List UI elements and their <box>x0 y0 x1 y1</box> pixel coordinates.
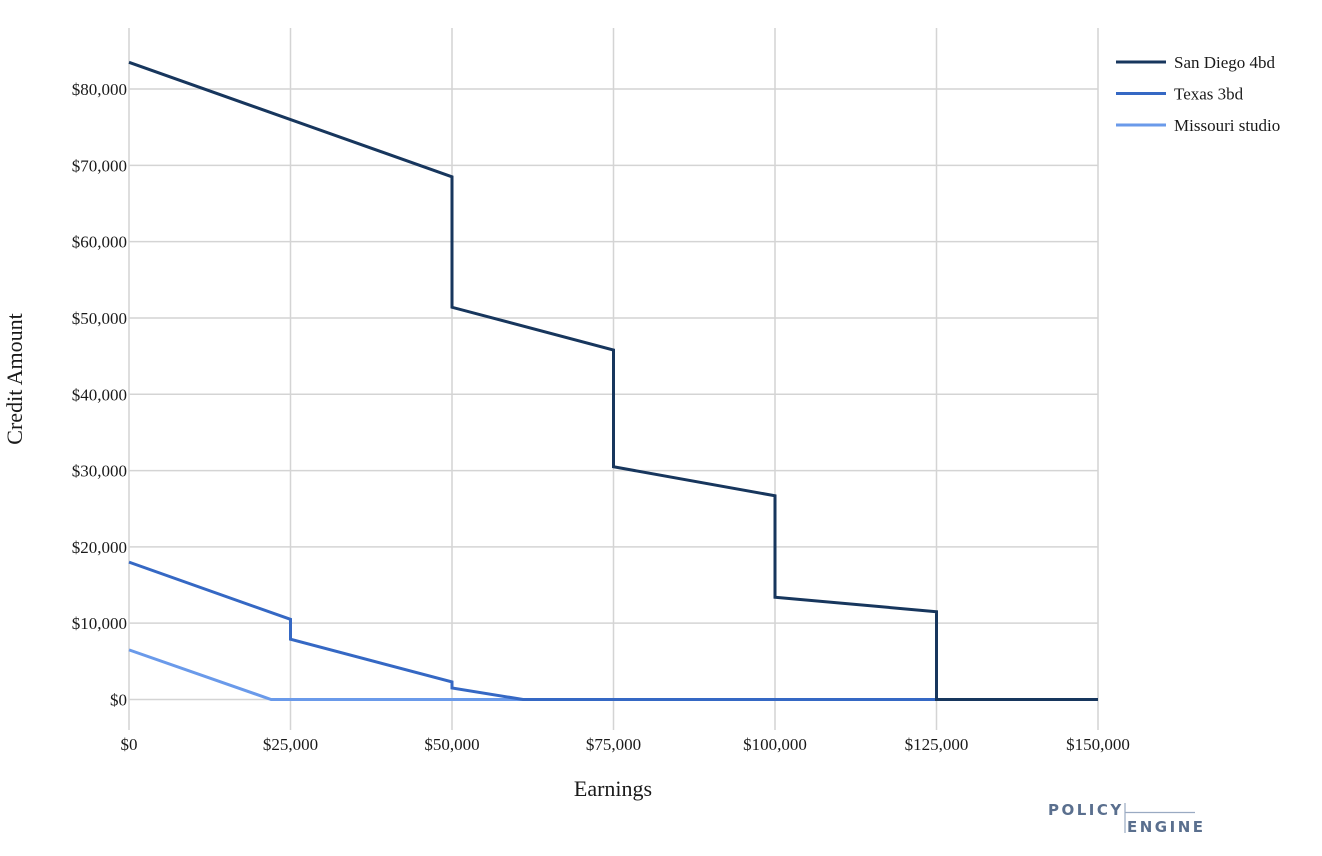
x-tick-label: $150,000 <box>1066 735 1130 754</box>
y-tick-label: $40,000 <box>72 385 127 404</box>
x-tick-label: $75,000 <box>586 735 641 754</box>
y-tick-label: $10,000 <box>72 614 127 633</box>
y-tick-label: $20,000 <box>72 538 127 557</box>
y-tick-label: $50,000 <box>72 309 127 328</box>
grid <box>128 28 1099 730</box>
legend-label-san-diego-4bd: San Diego 4bd <box>1174 53 1276 72</box>
series-line-san-diego-4bd <box>128 60 1098 701</box>
series-lines <box>128 60 1098 701</box>
series-line-texas-3bd <box>128 560 1098 701</box>
x-axis-ticks: $0 $25,000 $50,000 $75,000 $100,000 $125,000 $… <box>121 735 1130 754</box>
x-tick-label: $125,000 <box>905 735 969 754</box>
y-tick-label: $0 <box>110 690 127 709</box>
x-axis-title: Earnings <box>574 776 652 801</box>
x-tick-label: $25,000 <box>263 735 318 754</box>
x-tick-label: $0 <box>121 735 138 754</box>
legend-label-missouri-studio: Missouri studio <box>1174 116 1280 135</box>
y-tick-label: $80,000 <box>72 80 127 99</box>
x-tick-label: $100,000 <box>743 735 807 754</box>
legend: San Diego 4bd Texas 3bd Missouri studio <box>1116 53 1280 135</box>
y-tick-label: $30,000 <box>72 462 127 481</box>
policyengine-logo: POLICY ENGINE <box>1048 801 1206 836</box>
y-tick-label: $70,000 <box>72 156 127 175</box>
x-tick-label: $50,000 <box>424 735 479 754</box>
y-axis-title: Credit Amount <box>2 313 27 444</box>
y-axis-ticks: $0 $10,000 $20,000 $30,000 $40,000 $50,000 $60… <box>72 80 127 709</box>
legend-label-texas-3bd: Texas 3bd <box>1174 85 1244 104</box>
y-tick-label: $60,000 <box>72 233 127 252</box>
logo-line-policy: POLICY <box>1048 801 1124 819</box>
logo-line-engine: ENGINE <box>1127 818 1206 836</box>
